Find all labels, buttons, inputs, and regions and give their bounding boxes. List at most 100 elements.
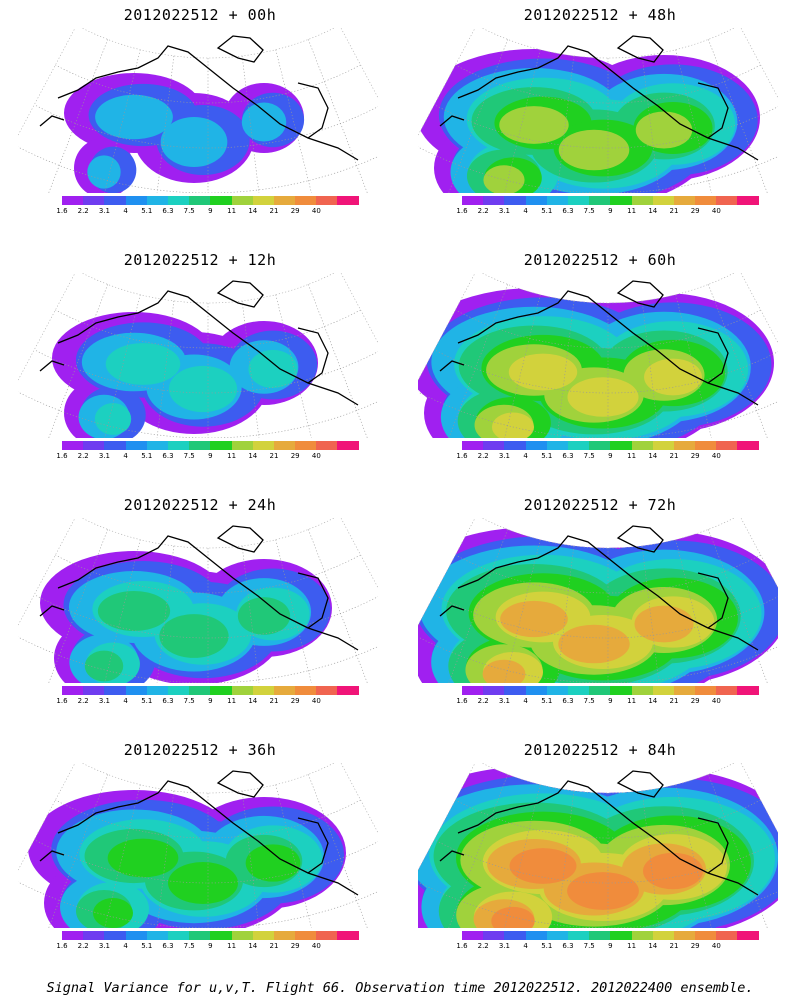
colorbar-swatch (316, 196, 338, 205)
colorbar-swatch (83, 441, 105, 450)
colorbar-labels: 1.6 2.2 3.1 4 5.1 6.3 7.5 9 11 14 21 29 40 (56, 452, 359, 462)
colorbar-swatch (167, 686, 190, 695)
colorbar-swatch (673, 441, 696, 450)
colorbar-tick-label: 2.2 (477, 452, 489, 460)
colorbar-tick-label: 1.6 (456, 452, 468, 460)
colorbar-swatch (504, 686, 526, 695)
map-panel: 2012022512 + 84h 1.6 2.2 3.1 4 5.1 6.3 7.5 9 11 14… (400, 735, 800, 980)
coastline (439, 280, 759, 406)
colorbar-swatch (104, 931, 126, 940)
colorbar-tick-label: 4 (523, 942, 528, 950)
colorbar (462, 196, 759, 205)
colorbar-swatch (652, 196, 674, 205)
polar-map (418, 273, 778, 438)
colorbar-tick-label: 29 (290, 207, 300, 215)
colorbar-swatch (610, 931, 632, 940)
colorbar-swatch (483, 686, 505, 695)
colorbar-tick-label: 5.1 (541, 452, 553, 460)
colorbar-swatch (62, 931, 84, 940)
colorbar-tick-label: 14 (248, 452, 258, 460)
colorbar-swatch (210, 686, 232, 695)
colorbar-tick-label: 40 (311, 697, 321, 705)
colorbar-tick-label: 11 (227, 942, 237, 950)
colorbar-swatch (631, 686, 653, 695)
colorbar-swatch (231, 931, 253, 940)
colorbar-labels: 1.6 2.2 3.1 4 5.1 6.3 7.5 9 11 14 21 29 40 (56, 207, 359, 217)
colorbar-labels: 1.6 2.2 3.1 4 5.1 6.3 7.5 9 11 14 21 29 40 (456, 207, 759, 217)
colorbar-tick-label: 3.1 (98, 697, 110, 705)
colorbar-swatch (273, 686, 296, 695)
colorbar-tick-label: 6.3 (162, 207, 174, 215)
colorbar-swatch (273, 196, 296, 205)
colorbar-tick-label: 7.5 (583, 697, 595, 705)
colorbar-tick-label: 7.5 (583, 942, 595, 950)
colorbar-swatch (631, 931, 653, 940)
colorbar-tick-label: 9 (608, 697, 613, 705)
colorbar-tick-label: 2.2 (477, 697, 489, 705)
colorbar-swatch (567, 196, 590, 205)
colorbar-tick-label: 5.1 (141, 207, 153, 215)
colorbar-tick-label: 3.1 (498, 452, 510, 460)
coastline (439, 770, 759, 896)
panel-title: 2012022512 + 36h (123, 741, 277, 759)
colorbar-tick-label: 2.2 (77, 942, 89, 950)
colorbar-swatch (695, 441, 717, 450)
colorbar (62, 931, 359, 940)
colorbar-swatch (567, 441, 590, 450)
colorbar-swatch (483, 441, 505, 450)
variance-field (64, 73, 305, 193)
colorbar-tick-label: 5.1 (541, 697, 553, 705)
colorbar-swatch (231, 686, 253, 695)
colorbar-tick-label: 4 (123, 942, 128, 950)
colorbar-tick-label: 6.3 (562, 942, 574, 950)
colorbar-tick-label: 11 (227, 452, 237, 460)
colorbar-swatch (316, 931, 338, 940)
colorbar-swatch (610, 441, 632, 450)
colorbar-tick-label: 5.1 (141, 452, 153, 460)
colorbar-swatch (189, 931, 211, 940)
colorbar-swatch (716, 196, 738, 205)
colorbar-swatch (652, 441, 674, 450)
colorbar-tick-label: 7.5 (583, 207, 595, 215)
colorbar-tick-label: 7.5 (183, 207, 195, 215)
colorbar-swatch (273, 931, 296, 940)
colorbar-swatch (546, 196, 568, 205)
colorbar-tick-label: 3.1 (98, 452, 110, 460)
colorbar-tick-label: 1.6 (56, 452, 68, 460)
variance-field (28, 790, 346, 928)
colorbar-tick-label: 11 (627, 452, 637, 460)
polar-map (418, 518, 778, 683)
graticule (18, 763, 378, 928)
colorbar-tick-label: 40 (711, 207, 721, 215)
colorbar-swatch (673, 686, 696, 695)
polar-map (18, 518, 378, 683)
colorbar-labels: 1.6 2.2 3.1 4 5.1 6.3 7.5 9 11 14 21 29 40 (56, 697, 359, 707)
colorbar-swatch (273, 441, 296, 450)
graticule (18, 518, 378, 683)
colorbar (462, 931, 759, 940)
colorbar-tick-label: 21 (269, 942, 279, 950)
colorbar-swatch (483, 196, 505, 205)
colorbar-swatch (231, 441, 253, 450)
colorbar-swatch (125, 686, 147, 695)
colorbar-swatch (673, 931, 696, 940)
colorbar-swatch (337, 441, 359, 450)
colorbar-labels: 1.6 2.2 3.1 4 5.1 6.3 7.5 9 11 14 21 29 40 (456, 697, 759, 707)
panel-title: 2012022512 + 00h (123, 6, 277, 24)
colorbar-swatch (125, 931, 147, 940)
colorbar-swatch (62, 196, 84, 205)
colorbar-swatch (737, 931, 759, 940)
colorbar-tick-label: 40 (711, 942, 721, 950)
colorbar-swatch (525, 686, 547, 695)
colorbar-swatch (189, 196, 211, 205)
colorbar-tick-label: 5.1 (541, 207, 553, 215)
colorbar-swatch (295, 931, 317, 940)
colorbar-tick-label: 6.3 (162, 942, 174, 950)
colorbar-tick-label: 9 (608, 452, 613, 460)
colorbar-tick-label: 7.5 (183, 942, 195, 950)
colorbar-tick-label: 29 (690, 942, 700, 950)
colorbar-swatch (167, 931, 190, 940)
colorbar-tick-label: 29 (290, 942, 300, 950)
colorbar-tick-label: 6.3 (162, 452, 174, 460)
colorbar-swatch (716, 931, 738, 940)
